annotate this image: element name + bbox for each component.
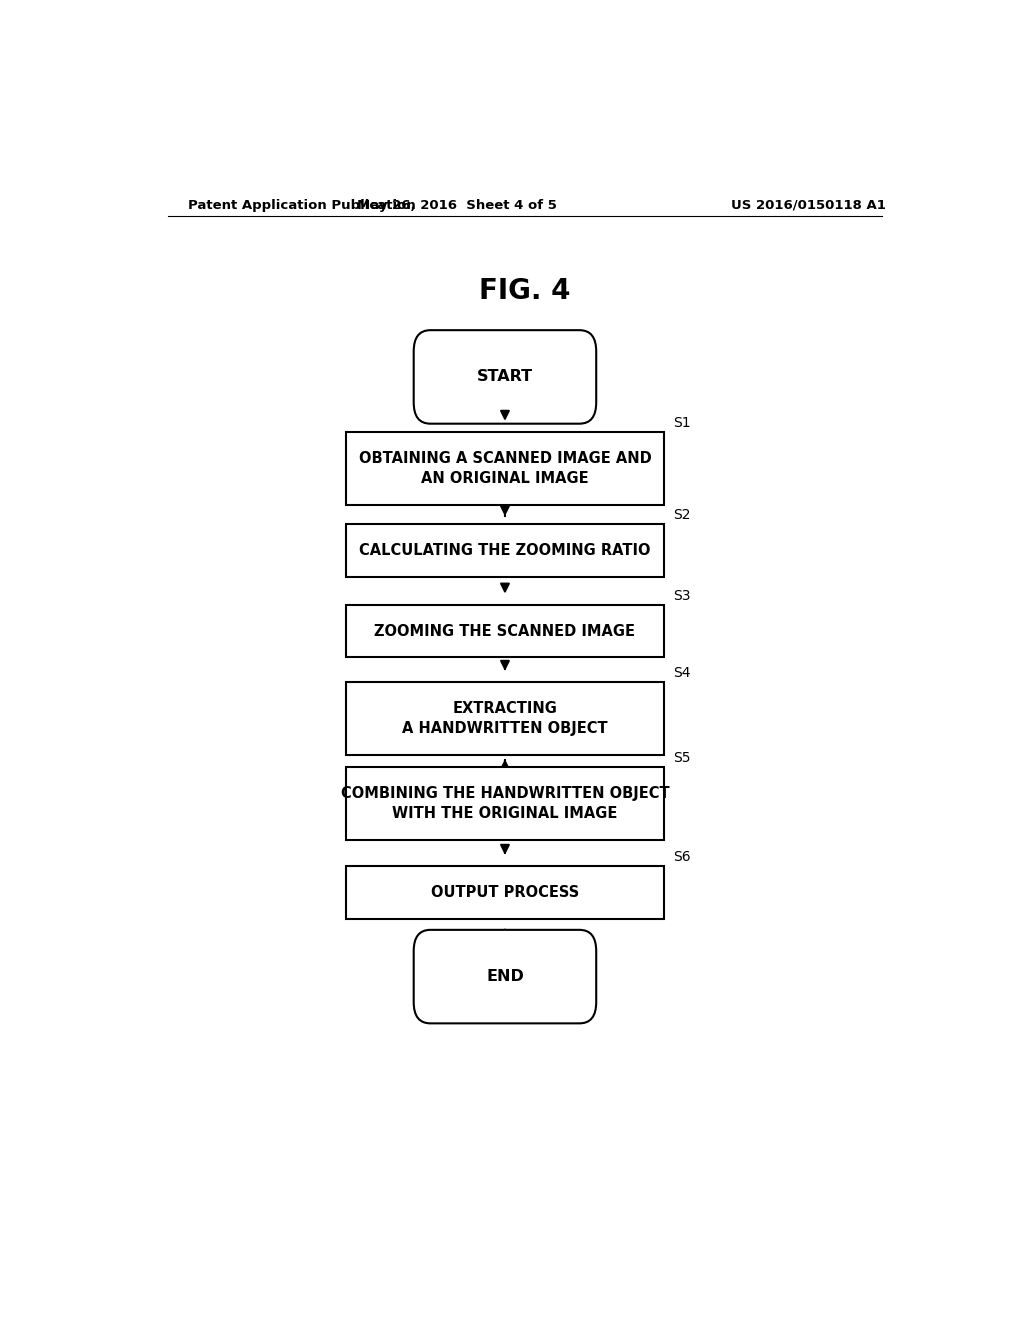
Text: S4: S4: [673, 665, 691, 680]
Bar: [346, 866, 664, 919]
FancyBboxPatch shape: [414, 929, 596, 1023]
Text: May 26, 2016  Sheet 4 of 5: May 26, 2016 Sheet 4 of 5: [357, 198, 557, 211]
Bar: [346, 767, 664, 841]
Bar: [346, 605, 664, 657]
Text: OBTAINING A SCANNED IMAGE AND
AN ORIGINAL IMAGE: OBTAINING A SCANNED IMAGE AND AN ORIGINA…: [358, 451, 651, 486]
Text: END: END: [486, 969, 524, 985]
Text: START: START: [477, 370, 534, 384]
FancyBboxPatch shape: [414, 330, 596, 424]
Text: S6: S6: [673, 850, 691, 863]
Text: FIG. 4: FIG. 4: [479, 276, 570, 305]
Text: EXTRACTING
A HANDWRITTEN OBJECT: EXTRACTING A HANDWRITTEN OBJECT: [402, 701, 608, 735]
Bar: [346, 524, 664, 577]
Text: US 2016/0150118 A1: US 2016/0150118 A1: [731, 198, 886, 211]
Text: S1: S1: [673, 416, 691, 430]
Text: S2: S2: [673, 508, 691, 523]
Text: ZOOMING THE SCANNED IMAGE: ZOOMING THE SCANNED IMAGE: [375, 623, 636, 639]
Text: S3: S3: [673, 589, 691, 602]
Text: COMBINING THE HANDWRITTEN OBJECT
WITH THE ORIGINAL IMAGE: COMBINING THE HANDWRITTEN OBJECT WITH TH…: [341, 787, 670, 821]
Text: S5: S5: [673, 751, 691, 766]
Text: Patent Application Publication: Patent Application Publication: [187, 198, 416, 211]
Text: OUTPUT PROCESS: OUTPUT PROCESS: [431, 884, 580, 900]
Text: CALCULATING THE ZOOMING RATIO: CALCULATING THE ZOOMING RATIO: [359, 544, 650, 558]
Bar: [346, 432, 664, 506]
Bar: [346, 682, 664, 755]
